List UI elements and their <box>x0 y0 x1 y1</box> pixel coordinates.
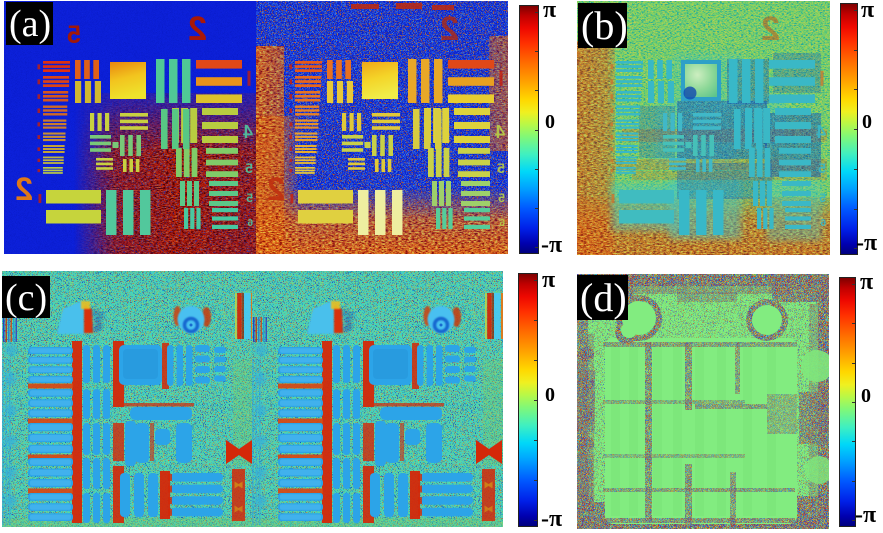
svg-text:4: 4 <box>816 122 826 142</box>
svg-text:2: 2 <box>267 171 285 207</box>
svg-text:5: 5 <box>67 21 81 49</box>
svg-text:(a): (a) <box>9 3 51 45</box>
svg-text:2: 2 <box>440 10 459 48</box>
svg-text:(b): (b) <box>581 3 628 48</box>
svg-text:5: 5 <box>245 160 253 176</box>
svg-text:6: 6 <box>820 218 826 229</box>
svg-text:5: 5 <box>498 191 505 205</box>
svg-text:2: 2 <box>15 171 33 207</box>
svg-text:5: 5 <box>497 160 505 176</box>
svg-text:2: 2 <box>188 10 207 48</box>
svg-text:5: 5 <box>819 191 826 205</box>
svg-text:6: 6 <box>499 218 505 229</box>
svg-text:5: 5 <box>818 160 826 176</box>
svg-text:(c): (c) <box>5 277 47 319</box>
svg-text:2: 2 <box>761 10 780 48</box>
svg-text:4: 4 <box>243 122 253 142</box>
svg-text:5: 5 <box>246 191 253 205</box>
svg-text:(d): (d) <box>580 275 627 320</box>
svg-text:6: 6 <box>247 218 253 229</box>
svg-text:4: 4 <box>495 122 505 142</box>
